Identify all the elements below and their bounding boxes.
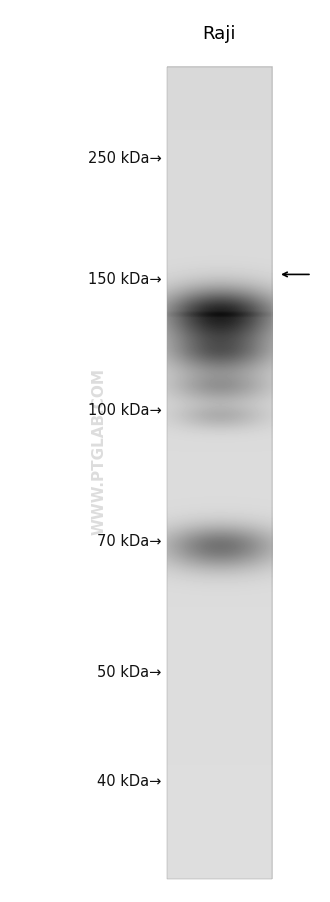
Text: Raji: Raji bbox=[203, 25, 236, 43]
Bar bbox=[167, 68, 272, 879]
Text: 40 kDa→: 40 kDa→ bbox=[97, 773, 162, 787]
Text: 150 kDa→: 150 kDa→ bbox=[88, 272, 162, 287]
Text: 250 kDa→: 250 kDa→ bbox=[88, 151, 162, 165]
Text: 70 kDa→: 70 kDa→ bbox=[97, 534, 162, 548]
Text: 100 kDa→: 100 kDa→ bbox=[88, 403, 162, 418]
Text: WWW.PTGLAB.COM: WWW.PTGLAB.COM bbox=[91, 368, 107, 534]
Text: 50 kDa→: 50 kDa→ bbox=[97, 665, 162, 679]
